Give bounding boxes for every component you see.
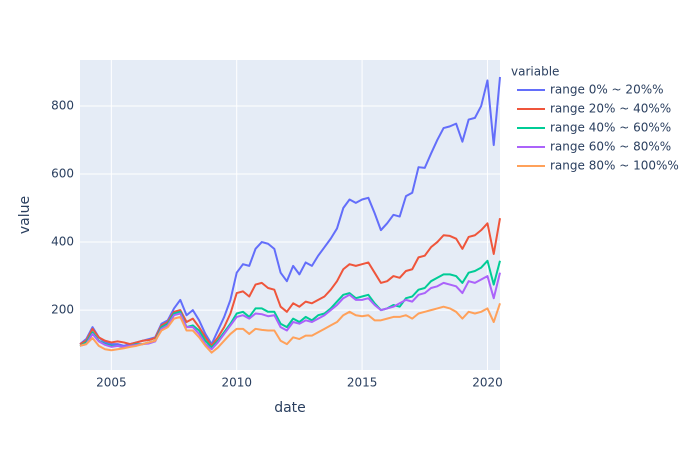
x-tick-label: 2015 [347, 376, 378, 390]
x-tick-label: 2005 [96, 376, 127, 390]
x-axis-title: date [274, 400, 306, 416]
legend-label: range 40% ~ 60%% [550, 121, 671, 135]
x-tick-label: 2020 [472, 376, 503, 390]
legend-label: range 60% ~ 80%% [550, 140, 671, 154]
y-axis-title: value [17, 196, 33, 234]
series-line [79, 302, 501, 354]
y-tick-label: 600 [51, 166, 74, 180]
y-tick-label: 800 [51, 98, 74, 112]
x-tick-label: 2010 [221, 376, 252, 390]
legend-label: range 0% ~ 20%% [550, 83, 664, 97]
series-line [79, 218, 501, 347]
plot-background [80, 60, 500, 370]
legend-label: range 80% ~ 100%% [550, 159, 679, 173]
legend-label: range 20% ~ 40%% [550, 102, 671, 116]
y-tick-label: 400 [51, 235, 74, 249]
y-tick-label: 200 [51, 303, 74, 317]
legend-title: variable [511, 65, 559, 79]
